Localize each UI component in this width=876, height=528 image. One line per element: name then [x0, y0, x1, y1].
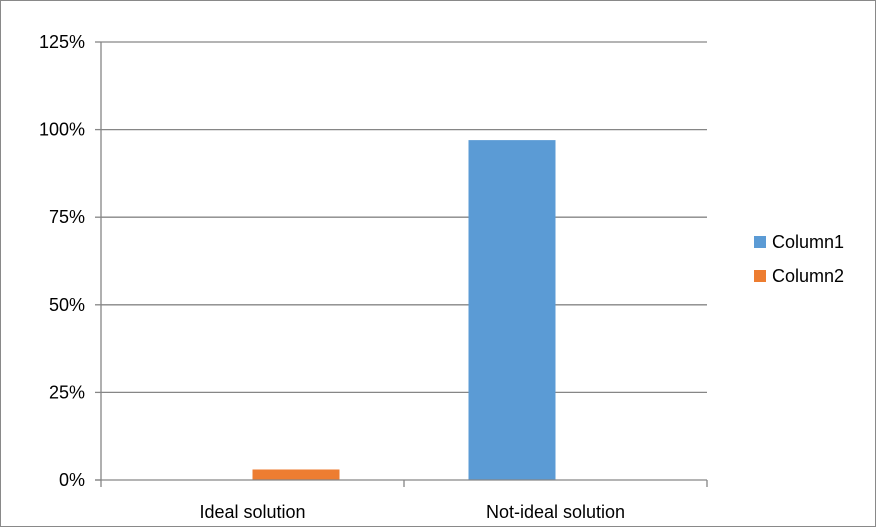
- legend-label-column1: Column1: [772, 232, 844, 252]
- x-tick-label: Not-ideal solution: [486, 502, 625, 522]
- y-tick-label: 75%: [49, 207, 85, 227]
- legend-swatch-column1: [754, 236, 766, 248]
- y-tick-label: 25%: [49, 382, 85, 402]
- legend: Column1 Column2: [754, 232, 844, 286]
- y-tick-label: 0%: [59, 470, 85, 490]
- bar-column2-1: [252, 469, 340, 480]
- bar-column1-2: [468, 140, 556, 480]
- y-tick-labels: 0% 25% 50% 75% 100% 125%: [39, 32, 85, 490]
- y-tick-label: 50%: [49, 295, 85, 315]
- gridlines: [101, 41, 707, 394]
- axes: [95, 41, 708, 487]
- bars: [252, 140, 556, 480]
- legend-label-column2: Column2: [772, 266, 844, 286]
- y-tick-label: 125%: [39, 32, 85, 52]
- x-tick-label: Ideal solution: [199, 502, 305, 522]
- legend-swatch-column2: [754, 270, 766, 282]
- x-tick-labels: Ideal solution Not-ideal solution: [199, 502, 625, 522]
- y-tick-label: 100%: [39, 120, 85, 140]
